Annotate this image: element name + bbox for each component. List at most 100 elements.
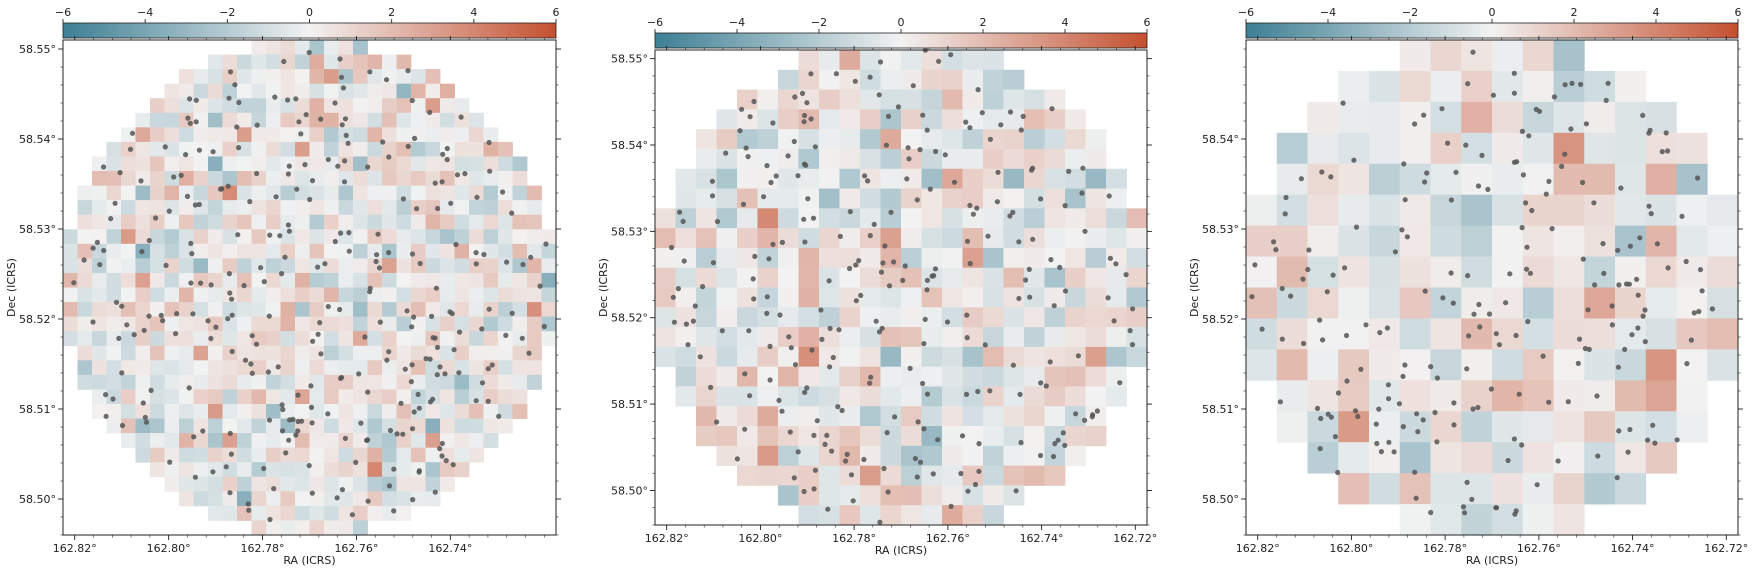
heatmap-cell: [251, 491, 267, 507]
heatmap-cell: [1307, 442, 1339, 474]
heatmap-cell: [901, 327, 922, 348]
heatmap-cell: [63, 331, 78, 347]
heatmap-cell: [1065, 346, 1086, 368]
heatmap-cell: [222, 272, 238, 288]
heatmap-cell: [193, 200, 209, 216]
heatmap-cell: [942, 228, 963, 249]
heatmap-cell: [237, 360, 252, 376]
heatmap-cell: [324, 214, 339, 230]
heatmap-cell: [396, 331, 412, 347]
heatmap-cell: [121, 418, 136, 434]
heatmap-cell: [1307, 318, 1339, 350]
heatmap-cell: [675, 327, 697, 348]
heatmap-cell: [469, 447, 484, 463]
heatmap-cell: [237, 141, 252, 157]
colorbar-ticks: −6 −4 −2 0 2 4 6: [55, 6, 560, 23]
heatmap-cell: [324, 447, 339, 463]
heatmap-cell: [901, 386, 922, 407]
heatmap-cell: [819, 445, 840, 467]
heatmap-cell: [179, 258, 194, 274]
heatmap-cell: [1276, 349, 1308, 381]
source-point: [299, 418, 305, 424]
heatmap-cell: [716, 109, 738, 130]
heatmap-cell: [367, 54, 383, 70]
heatmap-cell: [353, 287, 368, 303]
heatmap-cell: [819, 208, 840, 229]
heatmap-cell: [1615, 101, 1647, 134]
colorbar-tick-label: −6: [1238, 6, 1254, 19]
source-point: [1384, 325, 1390, 331]
source-point: [187, 96, 193, 102]
heatmap-cell: [367, 98, 383, 114]
heatmap-cell: [382, 302, 397, 318]
source-point: [227, 490, 233, 496]
source-point: [306, 49, 312, 56]
heatmap-cell: [454, 243, 470, 259]
heatmap-cell: [324, 433, 339, 449]
heatmap-cell: [1369, 287, 1401, 319]
heatmap-cell: [1106, 168, 1127, 189]
heatmap-cell: [164, 83, 180, 99]
heatmap-cell: [469, 156, 484, 172]
heatmap-cell: [179, 360, 194, 376]
heatmap-cell: [425, 491, 441, 507]
heatmap-cell: [798, 267, 820, 288]
heatmap-cell: [179, 287, 194, 303]
heatmap-cell: [1522, 40, 1554, 72]
source-point: [386, 154, 392, 160]
source-point: [227, 290, 233, 296]
heatmap-cell: [1369, 101, 1401, 134]
heatmap-cell: [367, 374, 383, 390]
source-point: [964, 312, 970, 318]
heatmap-cell: [237, 287, 252, 303]
source-point: [959, 433, 966, 439]
heatmap-cell: [309, 40, 325, 55]
heatmap-cell: [208, 331, 223, 347]
heatmap-cell: [338, 83, 354, 99]
heatmap-cell: [962, 109, 984, 130]
source-point: [394, 431, 400, 437]
source-point: [481, 251, 487, 258]
heatmap-cell: [901, 168, 922, 189]
source-point: [974, 205, 980, 211]
heatmap-cell: [696, 129, 717, 150]
heatmap-cell: [757, 109, 779, 130]
source-point: [306, 463, 312, 469]
source-point: [944, 319, 951, 325]
source-point: [1580, 256, 1586, 262]
source-point: [965, 488, 971, 494]
source-point: [119, 370, 125, 376]
source-point: [877, 519, 883, 525]
heatmap-cell: [440, 272, 455, 288]
heatmap-cell: [860, 445, 881, 467]
heatmap-cell: [150, 127, 165, 143]
heatmap-cell: [1553, 442, 1585, 474]
heatmap-cell: [425, 214, 441, 230]
heatmap-cell: [469, 418, 484, 434]
heatmap-cell: [367, 418, 383, 434]
heatmap-cell: [309, 98, 325, 114]
source-point: [839, 407, 845, 414]
source-point: [958, 470, 964, 477]
heatmap-cell: [251, 505, 267, 521]
source-point: [101, 247, 107, 254]
source-point: [1420, 417, 1426, 423]
source-point: [867, 74, 873, 80]
heatmap-cell: [696, 287, 717, 308]
heatmap-cell: [121, 156, 136, 172]
heatmap-cell: [92, 389, 107, 405]
heatmap-cell: [942, 485, 963, 506]
heatmap-cell: [280, 316, 296, 332]
source-point: [1111, 318, 1117, 324]
heatmap-cell: [1584, 287, 1616, 319]
heatmap-cell: [338, 258, 354, 274]
heatmap-cell: [353, 302, 368, 318]
heatmap-cell: [454, 98, 470, 114]
heatmap-cell: [962, 188, 984, 209]
source-point: [1493, 331, 1499, 337]
heatmap-cell: [921, 247, 943, 269]
heatmap-cell: [819, 188, 840, 209]
heatmap-cell: [135, 302, 151, 318]
heatmap-cell: [179, 98, 194, 114]
heatmap-cell: [901, 426, 922, 447]
